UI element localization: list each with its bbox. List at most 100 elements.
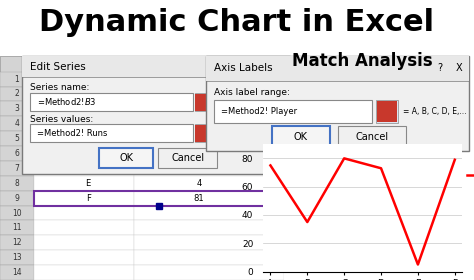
Text: F: F	[86, 194, 91, 203]
Bar	[194, 124, 216, 143]
Text: Series name:: Series name:	[30, 83, 89, 92]
Bar	[34, 176, 134, 191]
Bar	[0, 101, 34, 116]
Text: 8: 8	[15, 179, 19, 188]
Bar	[0, 116, 34, 131]
Bar	[195, 125, 215, 142]
Bar	[0, 146, 34, 161]
Text: 5: 5	[15, 134, 19, 143]
Bar	[0, 176, 34, 191]
Bar	[34, 87, 134, 101]
Text: A: A	[85, 59, 91, 69]
Bar	[0, 220, 34, 235]
Text: D: D	[85, 164, 91, 173]
Bar	[34, 161, 134, 176]
Text: =Method2!$B$3: =Method2!$B$3	[36, 96, 96, 107]
Bar	[337, 127, 406, 147]
Text: Dynamic Chart in Excel: Dynamic Chart in Excel	[39, 8, 435, 38]
Bar	[134, 87, 284, 101]
Text: 4: 4	[15, 119, 19, 128]
Text: 1: 1	[15, 75, 19, 84]
Bar	[34, 131, 134, 146]
Text: 3: 3	[15, 104, 19, 113]
Text: Axis label range:: Axis label range:	[214, 88, 290, 97]
Bar	[0, 131, 34, 146]
Text: OK: OK	[119, 153, 133, 163]
Bar	[34, 250, 134, 265]
Bar	[134, 206, 284, 220]
Bar	[134, 116, 284, 131]
Bar	[100, 148, 153, 168]
Text: 13: 13	[12, 253, 22, 262]
Bar	[158, 148, 217, 168]
Bar	[30, 124, 193, 143]
Bar	[0, 72, 34, 87]
Text: Series values:: Series values:	[30, 115, 93, 124]
Text: =Method2! Player: =Method2! Player	[221, 107, 297, 116]
Text: 2: 2	[15, 90, 19, 99]
Bar	[134, 220, 284, 235]
Text: 14: 14	[12, 268, 22, 277]
Text: E: E	[85, 179, 91, 188]
Text: B: B	[182, 59, 188, 69]
Bar	[134, 235, 284, 250]
Text: =Method2! Runs: =Method2! Runs	[36, 129, 107, 137]
Bar	[22, 56, 290, 77]
Text: Cancel: Cancel	[356, 132, 389, 142]
Text: Cancel: Cancel	[171, 153, 204, 163]
Bar	[214, 100, 372, 123]
Bar	[0, 87, 34, 101]
Text: 11: 11	[12, 223, 22, 232]
Text: X: X	[276, 62, 283, 72]
Bar	[34, 116, 134, 131]
Bar	[34, 191, 134, 206]
Bar	[134, 265, 284, 280]
Bar	[34, 206, 134, 220]
Text: 75: 75	[194, 164, 204, 173]
Text: ?: ?	[438, 63, 443, 73]
Text: 7: 7	[15, 164, 19, 173]
Bar	[30, 93, 193, 111]
Bar	[34, 72, 134, 87]
Bar	[134, 191, 284, 206]
Bar	[34, 220, 134, 235]
Text: 12: 12	[12, 238, 22, 247]
Text: = A, B, C, D, E,...: = A, B, C, D, E,...	[403, 107, 467, 116]
Bar	[0, 161, 34, 176]
Text: 6: 6	[15, 149, 19, 158]
Bar	[34, 191, 284, 206]
Bar	[0, 56, 284, 72]
Text: = Runs: = Runs	[223, 97, 253, 106]
Text: Axis Labels: Axis Labels	[214, 63, 273, 73]
Bar	[134, 146, 284, 161]
Text: ?: ?	[257, 62, 263, 72]
Bar	[376, 100, 398, 123]
Text: Match Analysis: Match Analysis	[292, 52, 432, 70]
Text: Edit Series: Edit Series	[30, 62, 86, 72]
Bar	[206, 56, 469, 81]
Bar	[34, 235, 134, 250]
Bar	[134, 250, 284, 265]
Text: = 1: = 1	[223, 129, 237, 137]
Bar	[34, 101, 134, 116]
Bar	[0, 206, 34, 220]
Text: OK: OK	[294, 132, 308, 142]
Bar	[272, 127, 330, 147]
Text: 9: 9	[15, 194, 19, 203]
Bar	[377, 101, 397, 122]
Bar	[0, 191, 34, 206]
Bar	[0, 265, 34, 280]
Bar	[134, 176, 284, 191]
Text: 81: 81	[194, 194, 204, 203]
Legend: Runs: Runs	[464, 168, 474, 184]
Bar	[134, 72, 284, 87]
Text: 10: 10	[12, 209, 22, 218]
Bar	[0, 250, 34, 265]
Text: 4: 4	[196, 179, 202, 188]
Bar	[134, 131, 284, 146]
Text: X: X	[456, 63, 463, 73]
Bar	[34, 265, 134, 280]
Bar	[34, 146, 134, 161]
Bar	[195, 94, 215, 111]
Bar	[0, 56, 34, 72]
